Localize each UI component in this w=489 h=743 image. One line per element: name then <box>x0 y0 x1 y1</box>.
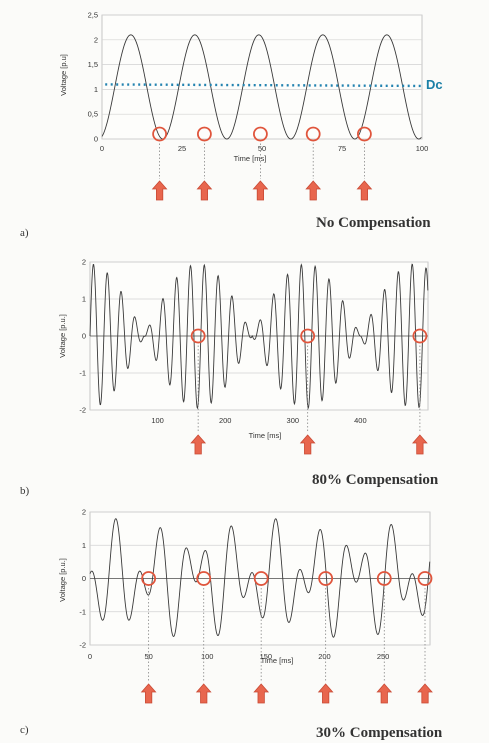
panel-2-zero-marker-3 <box>318 571 334 586</box>
panel-1-waveform <box>89 263 429 410</box>
panel-2-arrow-2-shape <box>253 683 270 704</box>
panel-0-zero-marker-0 <box>152 126 168 142</box>
panel-1-xtick-2: 300 <box>287 416 300 425</box>
panel-1-arrow-2-shape <box>412 434 428 455</box>
panel-0-ytick-5: 2,5 <box>88 11 98 20</box>
panel-2-ytick-3: 1 <box>82 541 86 550</box>
panel-2-zero-marker-4 <box>376 571 392 586</box>
panel-2-arrow-3-shape <box>317 683 334 704</box>
panel-0-xtick-3: 75 <box>338 144 346 153</box>
panel-2-arrow-5-shape <box>417 683 433 704</box>
panel-0-arrow-3-shape <box>305 180 322 201</box>
panel-0-arrow-2 <box>252 180 269 201</box>
panel-1-arrow-0-shape <box>190 434 207 455</box>
panel-2-ytick-1: -1 <box>79 607 86 616</box>
panel-0-frame <box>101 14 423 140</box>
panel-c-xlabel: Time [ms] <box>261 656 294 665</box>
panel-1-zero-marker-0 <box>190 328 206 344</box>
panel-0-zero-marker-4 <box>356 126 372 142</box>
panel-c-caption: 30% Compensation <box>316 725 443 741</box>
panel-0-xtick-4: 100 <box>416 144 429 153</box>
panel-0-zero-marker-1 <box>196 126 212 142</box>
panel-0-zero-marker-3 <box>305 126 321 142</box>
panel-1-arrow-0 <box>190 434 207 455</box>
panel-0-arrow-4 <box>356 180 373 201</box>
panel-a-label: a) <box>20 227 29 239</box>
panel-0-arrow-4-shape <box>356 180 373 201</box>
panel-2-arrow-0-shape <box>140 683 157 704</box>
panel-0-zero-marker-2 <box>252 126 268 142</box>
panel-0-ytick-0: 0 <box>94 135 98 144</box>
panel-2-arrow-1-shape <box>195 683 212 704</box>
panel-1-ytick-2: 0 <box>82 332 86 341</box>
panel-b: b) 80% Compensation Time [ms] Voltage [p… <box>20 258 439 498</box>
panel-1-ytick-4: 2 <box>82 258 86 267</box>
panel-a-xlabel: Time [ms] <box>234 154 267 163</box>
panel-2-xtick-2: 100 <box>201 652 214 661</box>
panel-1-xtick-0: 100 <box>151 416 164 425</box>
panel-2-xtick-5: 250 <box>377 652 390 661</box>
panel-1-zero-marker-1 <box>300 328 316 344</box>
panel-0-xtick-0: 0 <box>100 144 104 153</box>
panel-1-zero-marker-2 <box>412 328 428 344</box>
panel-0-arrow-0 <box>151 180 168 201</box>
panel-0-ytick-4: 2 <box>94 35 98 44</box>
panel-1-xtick-1: 200 <box>219 416 232 425</box>
panel-c-ylabel: Voltage [p.u.] <box>58 558 67 602</box>
panel-0-arrow-1 <box>196 180 213 201</box>
panel-1-ytick-3: 1 <box>82 295 86 304</box>
panel-b-ylabel: Voltage [p.u.] <box>58 314 67 358</box>
panel-1-arrow-2 <box>412 434 428 455</box>
panel-b-xlabel: Time [ms] <box>249 431 282 440</box>
panel-2-zero-marker-1 <box>196 571 212 586</box>
panel-2-waveform <box>89 518 431 638</box>
panel-c-label: c) <box>20 724 29 736</box>
panel-0-ytick-3: 1,5 <box>88 60 98 69</box>
panel-1-xtick-3: 400 <box>354 416 367 425</box>
panel-2-xtick-3: 150 <box>260 652 273 661</box>
panel-2-zero-marker-5 <box>417 571 433 586</box>
panel-2-arrow-2 <box>253 683 270 704</box>
panel-2-xtick-4: 200 <box>318 652 331 661</box>
panel-2-arrow-5 <box>417 683 433 704</box>
panel-2-arrow-4-shape <box>376 683 393 704</box>
panel-1-ytick-0: -2 <box>79 406 86 415</box>
panel-2-ytick-0: -2 <box>79 641 86 650</box>
panel-0-arrow-1-shape <box>196 180 213 201</box>
panel-a: a) No Compensation Time [ms] Voltage [p.… <box>20 11 443 240</box>
panel-2-arrow-3 <box>317 683 334 704</box>
panel-2-xtick-1: 50 <box>144 652 152 661</box>
panel-b-label: b) <box>20 485 30 497</box>
panel-1-arrow-1 <box>299 434 316 455</box>
panel-0-waveform <box>101 34 422 140</box>
dc-label: Dc <box>426 77 443 92</box>
panel-0-xtick-1: 25 <box>178 144 186 153</box>
panel-2-zero-marker-0 <box>141 571 157 586</box>
panel-2-arrow-1 <box>195 683 212 704</box>
panel-2-ytick-2: 0 <box>82 574 86 583</box>
panel-0-xtick-2: 50 <box>258 144 266 153</box>
panel-2-arrow-0 <box>140 683 157 704</box>
panel-0-ytick-2: 1 <box>94 85 98 94</box>
panel-a-caption: No Compensation <box>316 215 431 231</box>
dc-line <box>105 83 423 88</box>
panel-2-zero-marker-2 <box>253 571 269 586</box>
panel-2-xtick-0: 0 <box>88 652 92 661</box>
panel-2-ytick-4: 2 <box>82 508 86 517</box>
panel-0-arrow-3 <box>305 180 322 201</box>
panel-c: c) 30% Compensation Time [ms] Voltage [p… <box>20 508 443 742</box>
panel-2-arrow-4 <box>376 683 393 704</box>
panel-0-arrow-2-shape <box>252 180 269 201</box>
panel-0-ytick-1: 0,5 <box>88 110 98 119</box>
panel-1-ytick-1: -1 <box>79 369 86 378</box>
panel-b-caption: 80% Compensation <box>312 472 439 488</box>
panel-a-ylabel: Voltage [p.u] <box>59 54 68 96</box>
panel-0-arrow-0-shape <box>151 180 168 201</box>
panel-1-arrow-1-shape <box>299 434 316 455</box>
